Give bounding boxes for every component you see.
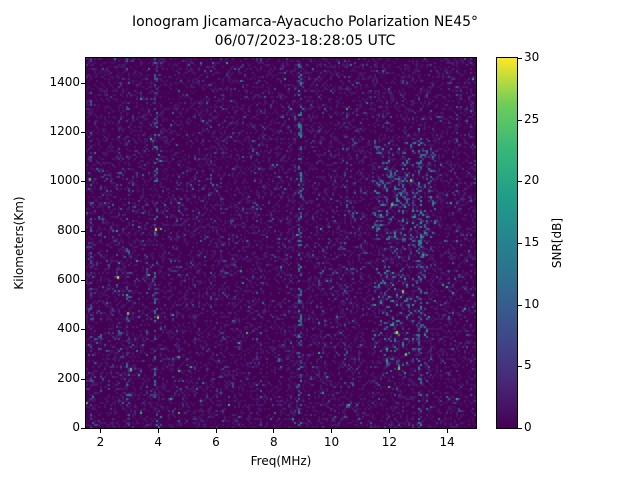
- y-tick-label: 600: [57, 272, 80, 286]
- x-tick-mark: [446, 429, 448, 433]
- y-tick-label: 800: [57, 222, 80, 237]
- ionogram-heatmap: [85, 57, 477, 429]
- colorbar-tick-mark: [518, 428, 522, 429]
- y-tick-mark: [81, 329, 85, 331]
- colorbar: [496, 57, 518, 429]
- y-axis-label: Kilometers(Km): [12, 196, 26, 290]
- x-tick-mark: [331, 429, 333, 433]
- colorbar-tick-mark: [518, 366, 522, 368]
- colorbar-tick-label: 0: [524, 420, 532, 434]
- y-tick-mark: [81, 428, 85, 429]
- x-tick-label: 4: [154, 435, 163, 449]
- y-tick-mark: [81, 230, 85, 232]
- y-tick-mark: [81, 132, 85, 133]
- colorbar-tick-mark: [518, 119, 522, 121]
- y-tick-mark: [81, 280, 85, 281]
- y-tick-mark: [81, 378, 85, 380]
- y-tick-label: 1000: [49, 173, 80, 188]
- y-tick-label: 1200: [49, 124, 80, 138]
- x-axis-label: Freq(MHz): [250, 454, 312, 468]
- colorbar-tick-mark: [518, 243, 522, 244]
- colorbar-tick-label: 30: [524, 50, 540, 64]
- x-tick-label: 14: [439, 435, 455, 449]
- chart-subtitle: 06/07/2023-18:28:05 UTC: [214, 33, 396, 49]
- y-tick-label: 1400: [49, 74, 80, 89]
- y-tick-label: 0: [72, 420, 80, 434]
- colorbar-label: SNR[dB]: [550, 217, 564, 269]
- y-tick-mark: [81, 181, 85, 183]
- y-tick-label: 200: [57, 370, 80, 385]
- x-tick-mark: [273, 429, 275, 433]
- colorbar-tick-mark: [518, 304, 522, 306]
- x-tick-mark: [388, 429, 390, 433]
- x-tick-label: 12: [381, 435, 397, 449]
- y-tick-mark: [81, 82, 85, 84]
- colorbar-tick-label: 20: [524, 173, 540, 188]
- x-tick-mark: [99, 429, 101, 433]
- x-tick-label: 6: [212, 435, 220, 449]
- chart-title: Ionogram Jicamarca-Ayacucho Polarization…: [131, 14, 479, 30]
- colorbar-tick-label: 10: [524, 296, 540, 311]
- colorbar-tick-mark: [518, 58, 522, 59]
- colorbar-tick-label: 15: [524, 235, 540, 249]
- colorbar-tick-label: 25: [524, 111, 540, 126]
- x-tick-label: 2: [96, 435, 105, 449]
- x-tick-label: 8: [269, 435, 278, 449]
- y-tick-label: 400: [57, 321, 80, 336]
- x-tick-label: 10: [323, 435, 340, 449]
- colorbar-tick-mark: [518, 181, 522, 183]
- x-tick-mark: [157, 429, 159, 433]
- colorbar-tick-label: 5: [524, 358, 532, 373]
- x-tick-mark: [215, 429, 217, 433]
